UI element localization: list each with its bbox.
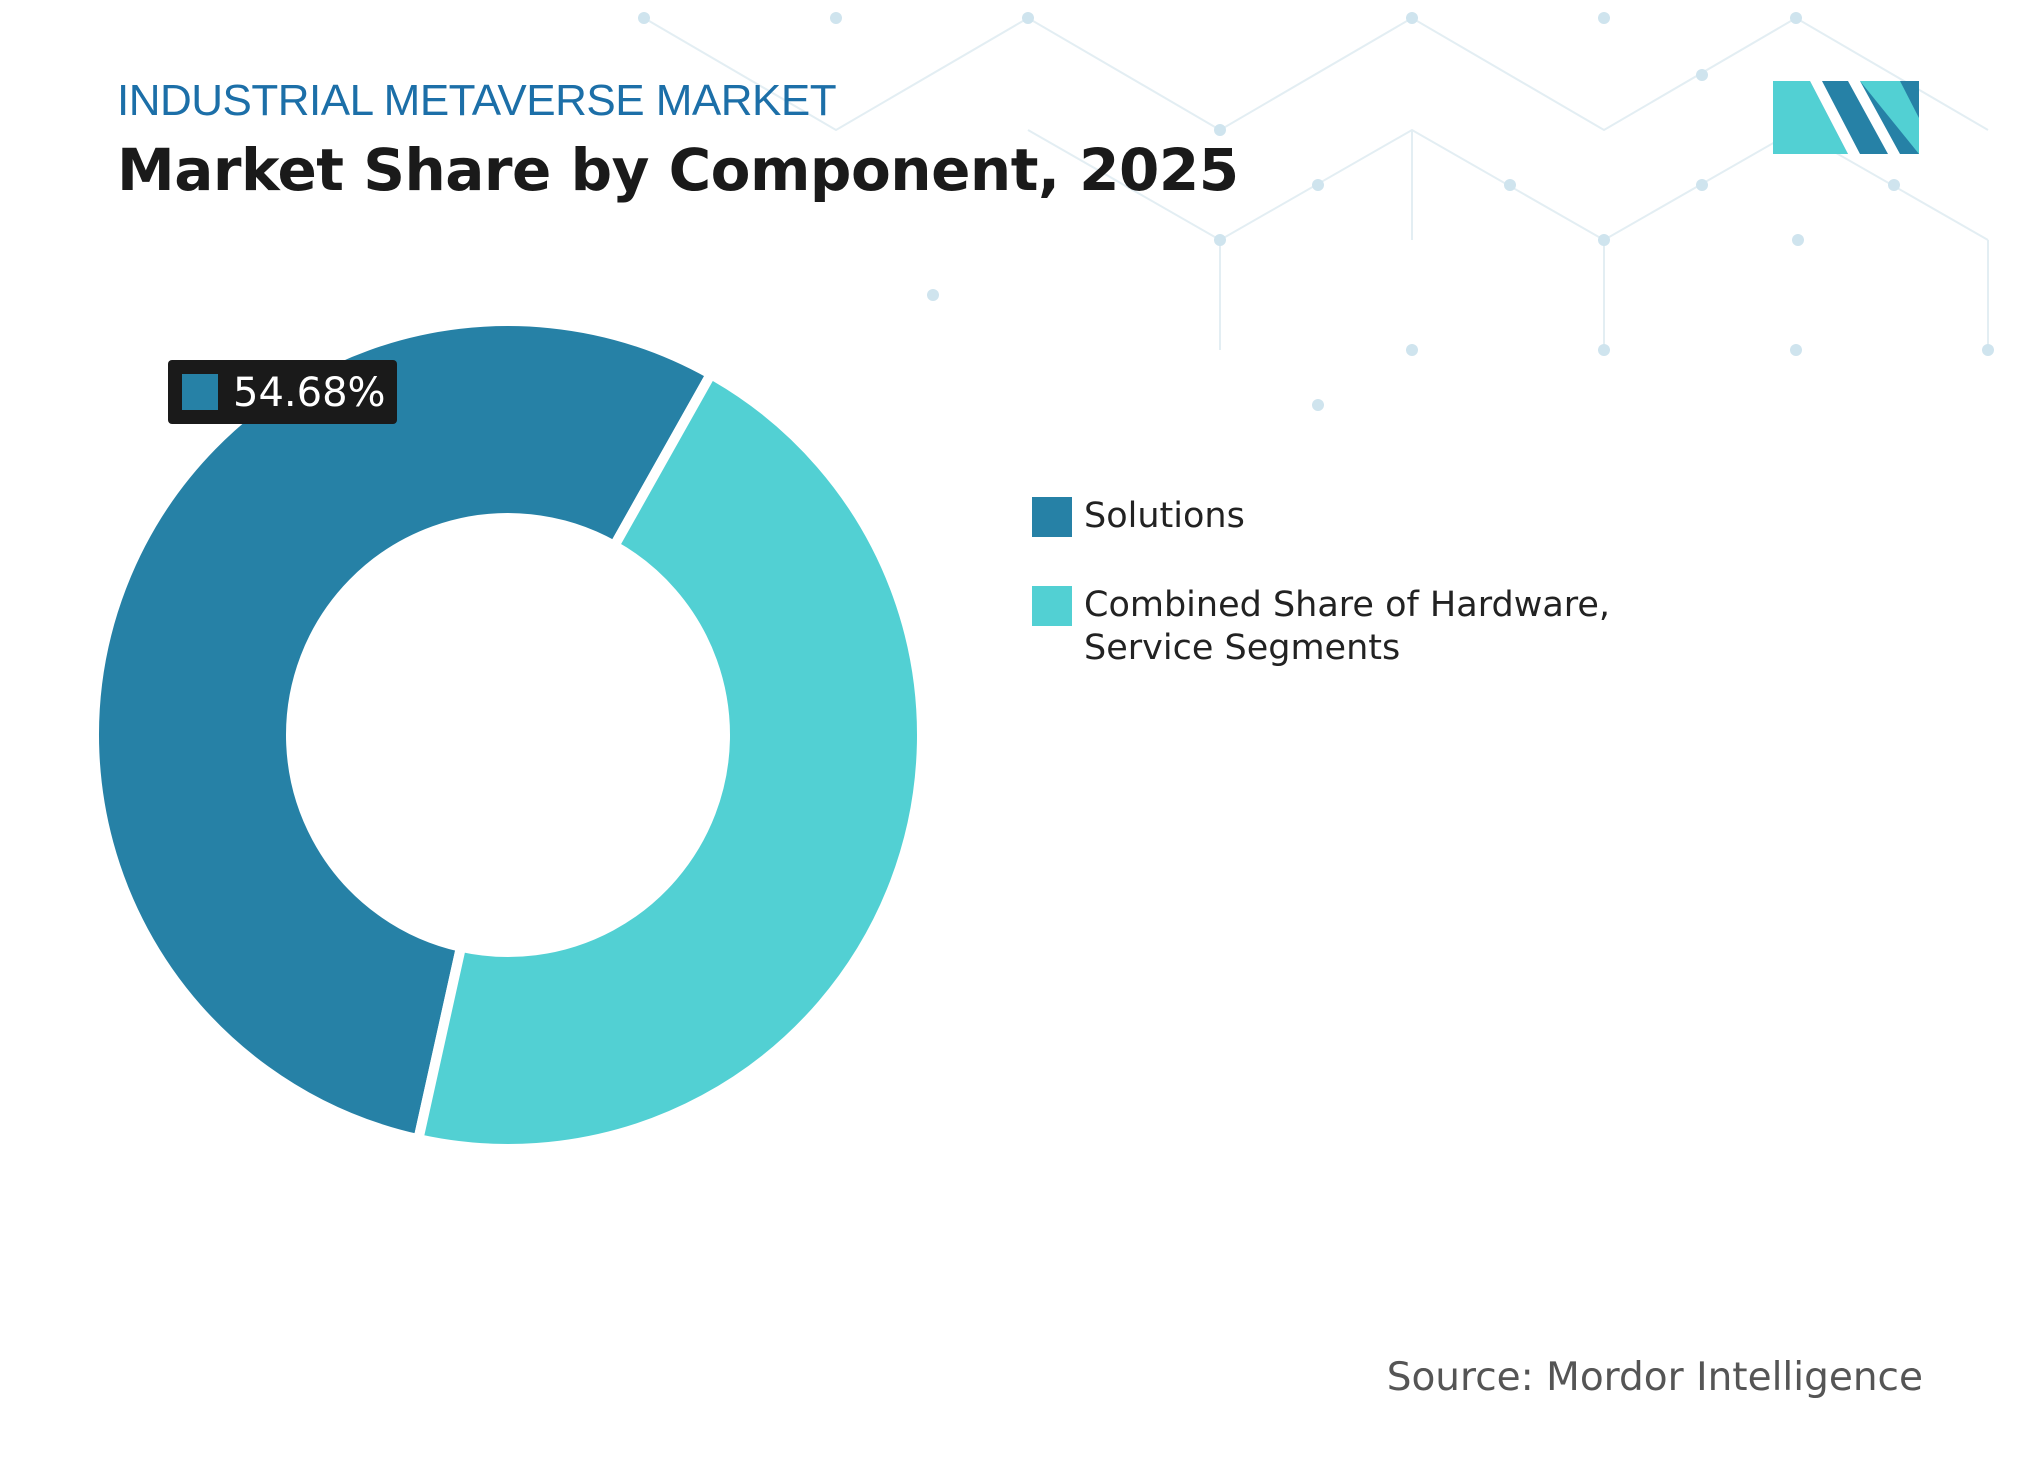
- value-label-box: [168, 360, 397, 424]
- logo: [1773, 81, 1919, 154]
- donut: 54.68%: [89, 316, 928, 1154]
- chart-subtitle: INDUSTRIAL METAVERSE MARKET: [117, 76, 837, 125]
- legend-item: Solutions: [1032, 495, 1644, 538]
- legend-swatch: [1032, 586, 1072, 626]
- legend-label: Solutions: [1084, 496, 1245, 536]
- legend: Solutions Combined Share of Hardware, Ser…: [1032, 495, 1644, 716]
- donut-segment: [412, 367, 928, 1154]
- value-label: 54.68%: [168, 360, 397, 424]
- legend-label: Combined Share of Hardware, Service Segm…: [1084, 585, 1611, 668]
- background-dots: [638, 12, 1994, 411]
- legend-swatch: [1032, 497, 1072, 537]
- chart-title: Market Share by Component, 2025: [117, 136, 1239, 204]
- donut-segment: [89, 316, 718, 1146]
- value-label-text: 54.68%: [233, 370, 386, 416]
- source: Source: Mordor Intelligence: [1386, 1355, 1923, 1400]
- value-label-swatch: [182, 374, 218, 410]
- legend-item: Combined Share of Hardware, Service Segm…: [1032, 584, 1644, 670]
